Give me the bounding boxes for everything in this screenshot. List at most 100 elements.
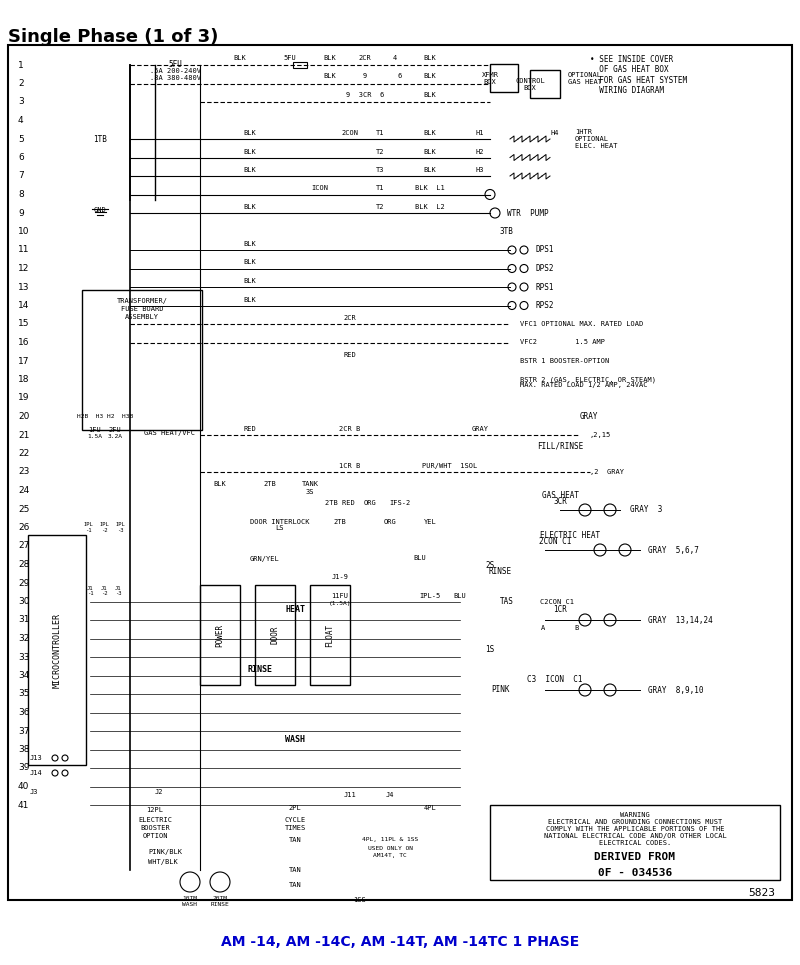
Text: RPS2: RPS2: [535, 301, 554, 310]
Text: 0F - 034536: 0F - 034536: [598, 868, 672, 878]
Bar: [310, 585, 350, 685]
Text: T2: T2: [376, 204, 384, 210]
Text: 15: 15: [18, 319, 30, 328]
Text: 28: 28: [18, 560, 30, 569]
Text: GAS HEAT/VFC: GAS HEAT/VFC: [144, 430, 195, 436]
Circle shape: [62, 770, 68, 776]
Circle shape: [508, 246, 516, 254]
Text: OPTION: OPTION: [142, 833, 168, 839]
Text: 3CR: 3CR: [553, 498, 567, 507]
Text: IPL
-1: IPL -1: [83, 522, 93, 533]
Text: YEL: YEL: [424, 518, 436, 525]
Text: WTR  PUMP: WTR PUMP: [507, 208, 549, 217]
Text: GRN/YEL: GRN/YEL: [250, 556, 280, 562]
Text: BLK: BLK: [424, 73, 436, 79]
Text: 9: 9: [363, 73, 367, 79]
Text: Single Phase (1 of 3): Single Phase (1 of 3): [8, 28, 218, 46]
Text: 37: 37: [18, 727, 30, 735]
Text: 19: 19: [18, 394, 30, 402]
Text: BLK  L2: BLK L2: [415, 204, 445, 210]
Text: T2: T2: [376, 149, 384, 154]
Text: 20TM
RINSE: 20TM RINSE: [210, 896, 230, 907]
Text: DPS2: DPS2: [535, 264, 554, 273]
Text: FLOAT: FLOAT: [326, 623, 334, 647]
Circle shape: [604, 684, 616, 696]
Text: 1FU: 1FU: [89, 427, 102, 433]
Text: TAN: TAN: [289, 867, 302, 873]
Text: H2B  H3 H2  H3B: H2B H3 H2 H3B: [77, 414, 133, 419]
Text: DPS1: DPS1: [535, 245, 554, 255]
Text: (1.5A): (1.5A): [329, 601, 351, 606]
Circle shape: [485, 189, 495, 200]
Text: ORG: ORG: [384, 518, 396, 525]
Text: 24: 24: [18, 486, 30, 495]
Bar: [28, 535, 86, 765]
Text: 2CON: 2CON: [342, 130, 358, 136]
Text: .5A 200-240V: .5A 200-240V: [150, 68, 201, 74]
Text: J1
-1: J1 -1: [86, 586, 94, 596]
Text: BLK: BLK: [244, 278, 256, 284]
Text: • SEE INSIDE COVER
  OF GAS HEAT BOX
  FOR GAS HEAT SYSTEM
  WIRING DIAGRAM: • SEE INSIDE COVER OF GAS HEAT BOX FOR G…: [590, 55, 687, 96]
Text: J2: J2: [155, 789, 163, 795]
Text: DOOR INTERLOCK: DOOR INTERLOCK: [250, 518, 310, 525]
Circle shape: [180, 872, 200, 892]
Text: 23: 23: [18, 467, 30, 477]
Bar: [255, 585, 295, 685]
Text: T1: T1: [376, 185, 384, 191]
Text: 1S: 1S: [486, 646, 494, 654]
Text: 40: 40: [18, 782, 30, 791]
Text: IFS-2: IFS-2: [390, 500, 410, 506]
Circle shape: [52, 755, 58, 761]
Bar: [200, 585, 240, 685]
Text: 5: 5: [18, 134, 24, 144]
Text: 10TM
WASH: 10TM WASH: [182, 896, 198, 907]
Circle shape: [508, 301, 516, 310]
Text: 22: 22: [18, 449, 30, 458]
Text: BSTR 1 BOOSTER-OPTION: BSTR 1 BOOSTER-OPTION: [520, 358, 610, 364]
Text: 9: 9: [18, 208, 24, 217]
Text: WASH: WASH: [285, 735, 305, 745]
Text: 2TB: 2TB: [264, 482, 276, 487]
Text: 5FU: 5FU: [284, 55, 296, 61]
Text: 10: 10: [18, 227, 30, 236]
Text: GRAY: GRAY: [471, 426, 489, 432]
Text: 1: 1: [18, 61, 24, 69]
Text: LS: LS: [276, 526, 284, 532]
Text: 12: 12: [18, 264, 30, 273]
Circle shape: [604, 614, 616, 626]
Text: ,2  GRAY: ,2 GRAY: [590, 469, 624, 475]
Text: GRAY  3: GRAY 3: [630, 506, 662, 514]
Text: 6: 6: [18, 153, 24, 162]
Text: ,2,15: ,2,15: [590, 432, 611, 438]
Text: GRAY  13,14,24: GRAY 13,14,24: [648, 616, 713, 624]
Text: BLK: BLK: [424, 149, 436, 154]
Bar: [293, 62, 307, 68]
Text: 4: 4: [18, 116, 24, 125]
Text: 29: 29: [18, 578, 30, 588]
Text: 35: 35: [18, 690, 30, 699]
Text: BLU: BLU: [414, 556, 426, 562]
Text: 13: 13: [18, 283, 30, 291]
Text: IPL
-3: IPL -3: [115, 522, 125, 533]
Text: 14: 14: [18, 301, 30, 310]
Text: 8: 8: [18, 190, 24, 199]
Text: AM14T, TC: AM14T, TC: [373, 853, 407, 859]
Text: CYCLE: CYCLE: [284, 817, 306, 823]
Text: J3: J3: [30, 789, 38, 795]
Text: BLK: BLK: [214, 482, 226, 487]
Text: .8A 380-480V: .8A 380-480V: [150, 75, 201, 81]
Text: H3: H3: [476, 167, 484, 173]
Circle shape: [52, 770, 58, 776]
Text: 5FU: 5FU: [168, 60, 182, 69]
Circle shape: [579, 504, 591, 516]
Text: 4: 4: [393, 55, 397, 61]
Text: 1CR B: 1CR B: [339, 463, 361, 469]
Circle shape: [604, 504, 616, 516]
Text: ELECTRIC: ELECTRIC: [138, 817, 172, 823]
Text: 12PL: 12PL: [146, 807, 163, 813]
Text: BLK: BLK: [424, 55, 436, 61]
Text: DERIVED FROM: DERIVED FROM: [594, 852, 675, 862]
Text: 1HTR
OPTIONAL
ELEC. HEAT: 1HTR OPTIONAL ELEC. HEAT: [575, 129, 618, 149]
Text: OPTIONAL
GAS HEAT: OPTIONAL GAS HEAT: [568, 71, 602, 85]
Text: ICON: ICON: [311, 185, 329, 191]
